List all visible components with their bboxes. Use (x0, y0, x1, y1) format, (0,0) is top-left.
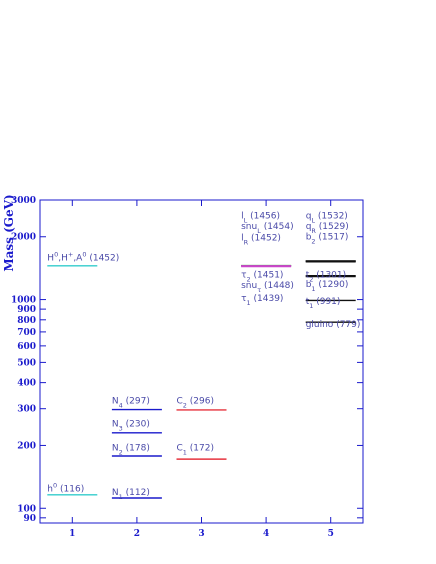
state-label: τ1 (1439) (241, 294, 283, 307)
state-label: qL (1532) (306, 211, 348, 224)
y-axis-title: Mass (GeV) (2, 194, 16, 271)
y-tick-label: 400 (17, 379, 36, 389)
y-tick-label: 200 (17, 441, 36, 451)
state-label: gluino (779) (306, 320, 361, 330)
state-label: b1 (1290) (306, 280, 349, 293)
state-label: N3 (230) (112, 420, 150, 433)
state-label: C1 (172) (177, 444, 215, 457)
state-label: C2 (296) (177, 396, 215, 409)
plot-frame (39, 199, 364, 524)
x-tick-label: 4 (263, 529, 269, 539)
state-label: lR (1452) (241, 233, 281, 246)
y-tick-label: 500 (17, 358, 36, 368)
state-label: snuτ (1448) (241, 281, 294, 294)
state-label: snuL (1454) (241, 222, 294, 235)
state-label: lL (1456) (241, 211, 280, 224)
state-label: N1 (112) (112, 488, 150, 501)
x-tick-label: 1 (69, 529, 75, 539)
y-tick-label: 900 (17, 305, 36, 315)
state-label: h0 (116) (47, 482, 84, 495)
mass-levels (47, 260, 356, 499)
y-tick-label: 100 (17, 504, 36, 514)
y-tick-label: 2000 (11, 233, 36, 243)
y-tick-label: 700 (17, 328, 36, 338)
state-label: b2 (1517) (306, 232, 349, 245)
state-label: t1 (991) (306, 297, 341, 310)
state-label: N2 (178) (112, 444, 150, 457)
x-tick-label: 3 (198, 529, 204, 539)
y-tick-label: 800 (17, 316, 36, 326)
y-tick-label: 90 (23, 514, 36, 524)
y-tick-label: 300 (17, 405, 36, 415)
y-tick-label: 3000 (11, 196, 36, 206)
state-label: t2 (1301) (306, 271, 346, 284)
state-label: τ2 (1451) (241, 271, 283, 284)
x-tick-label: 2 (134, 529, 140, 539)
state-label: qR (1529) (306, 222, 349, 235)
y-tick-label: 600 (17, 342, 36, 352)
state-labels: H0,H+,A0 (1452) h0 (116) N4 (297) N3 (230) N… (47, 211, 360, 500)
state-label: N4 (297) (112, 396, 150, 409)
y-tick-label: 1000 (11, 296, 36, 306)
x-tick-label: 5 (328, 529, 334, 539)
state-label: H0,H+,A0 (1452) (47, 250, 119, 263)
